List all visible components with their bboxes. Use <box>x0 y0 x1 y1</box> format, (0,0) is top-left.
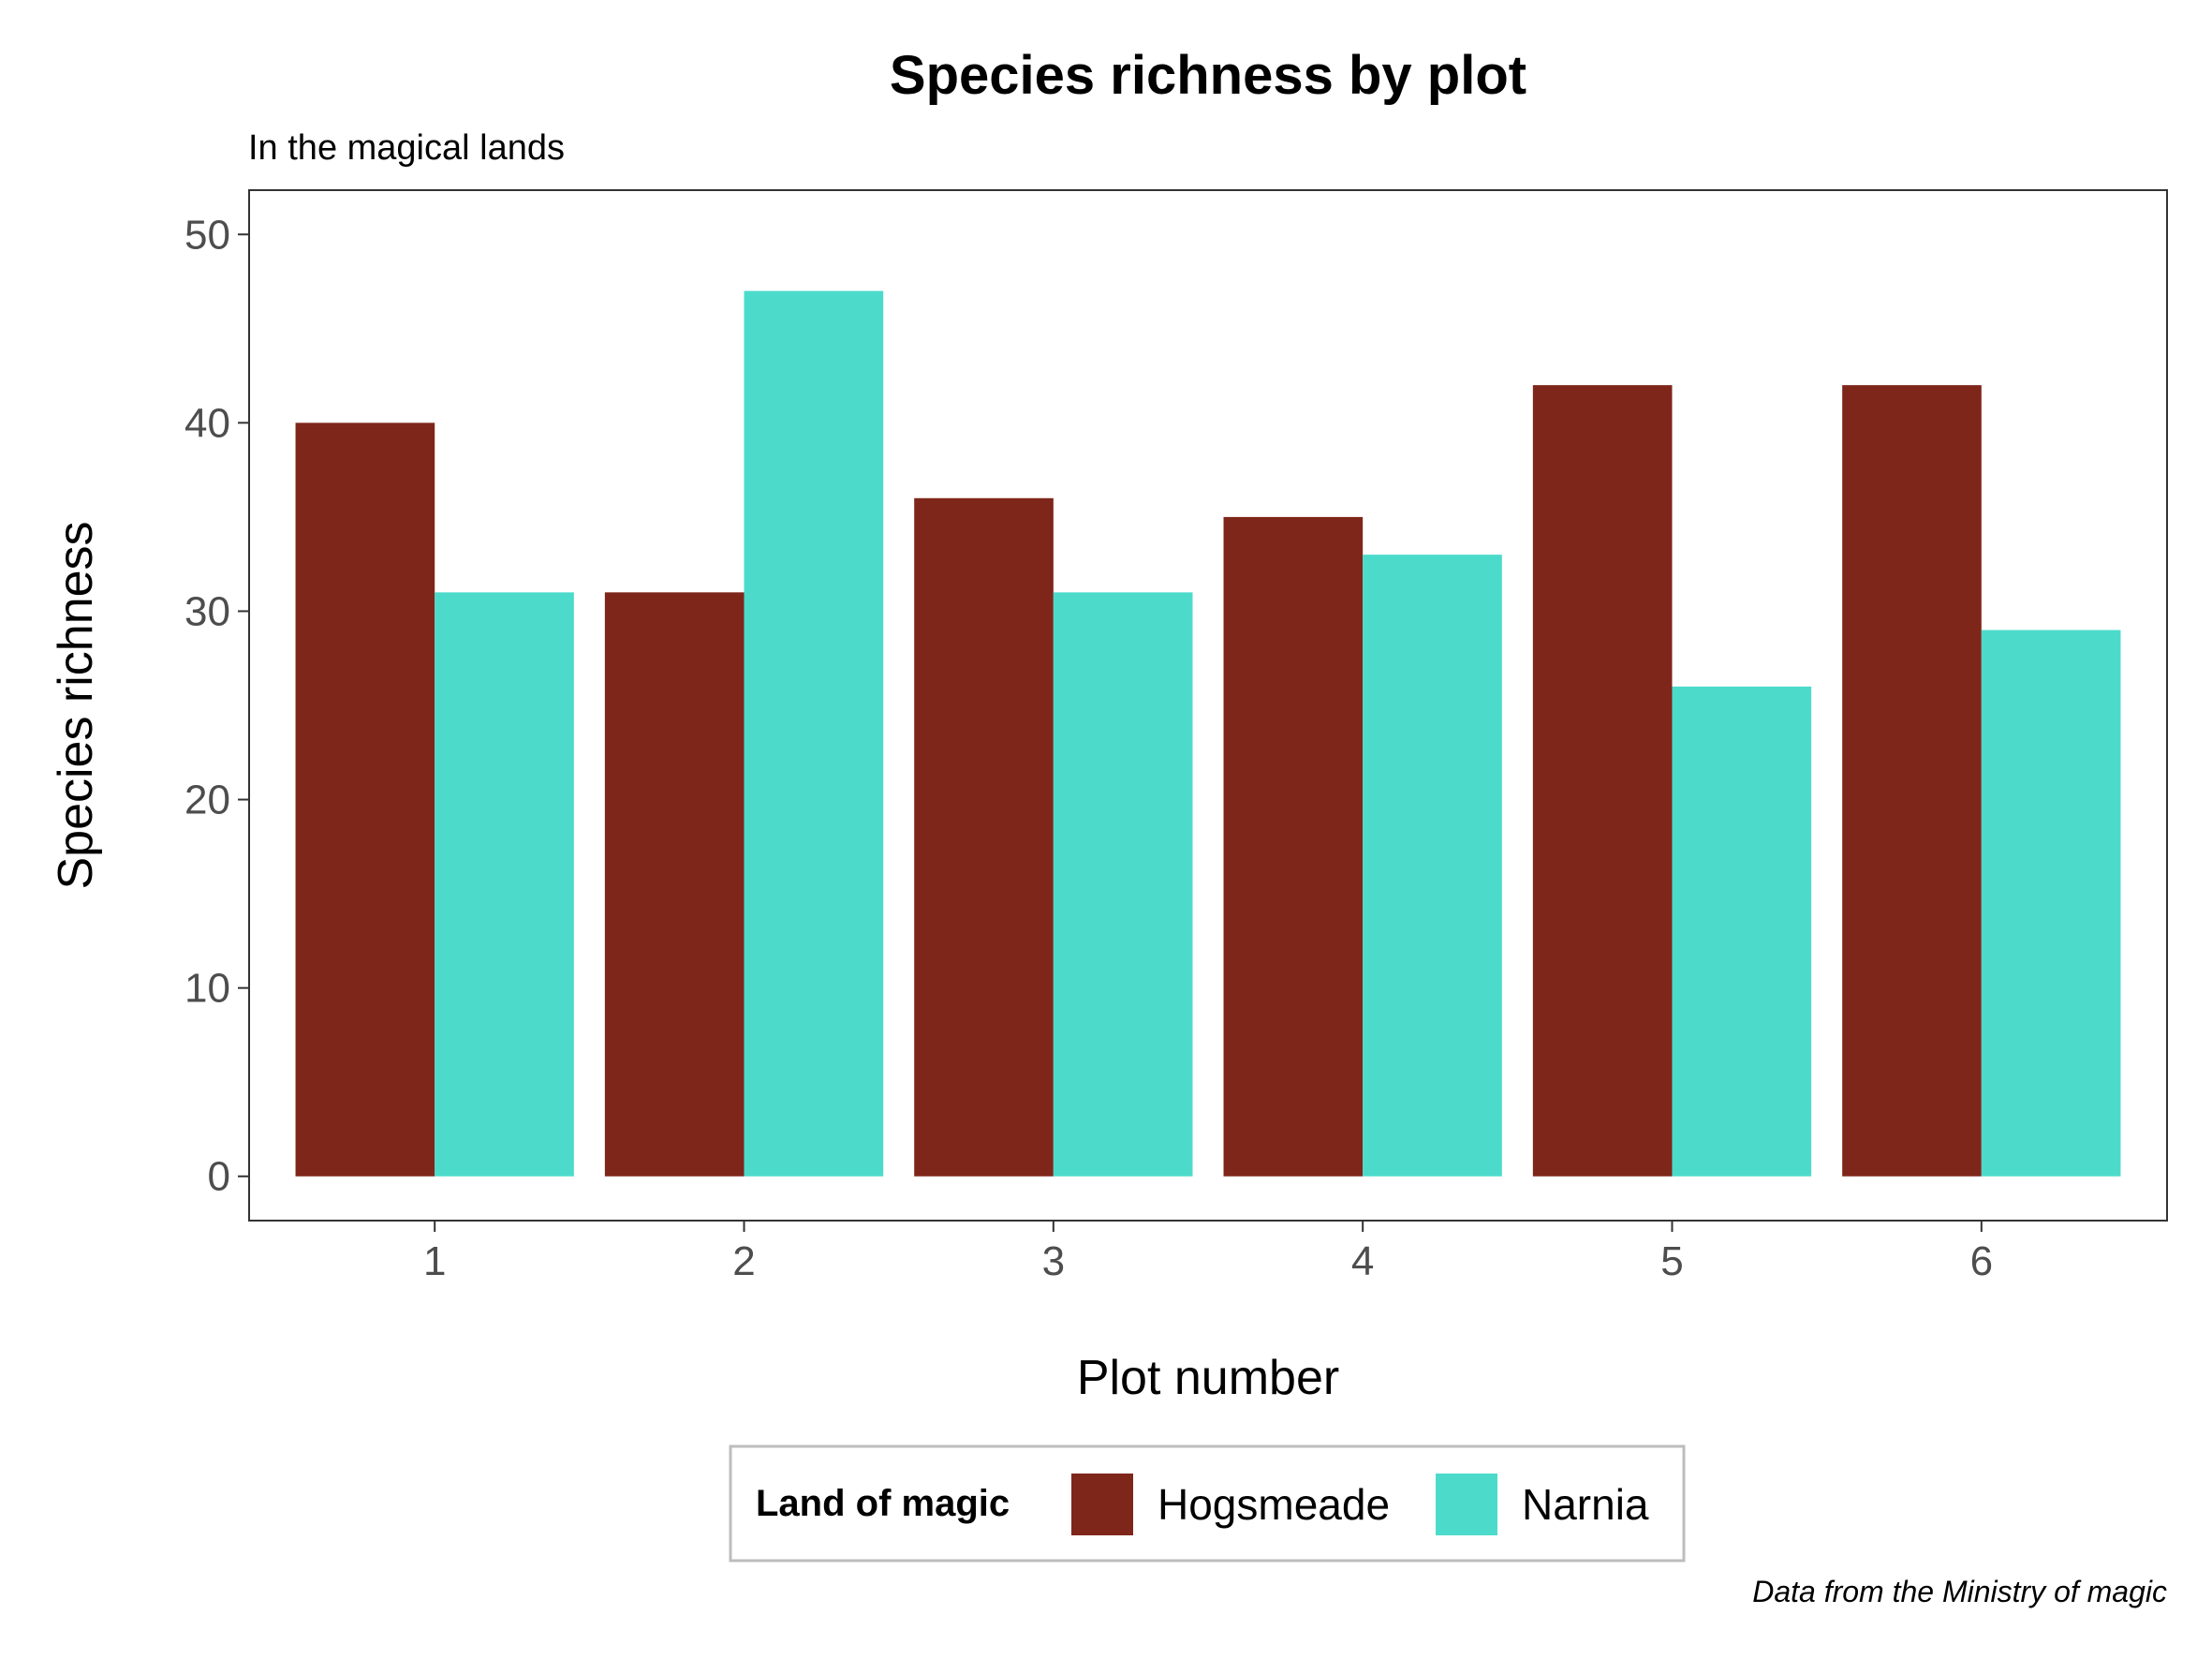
bar-narnia-plot-2 <box>744 290 884 1177</box>
chart-caption: Data from the Ministry of magic <box>1752 1575 2167 1608</box>
x-tick-label: 4 <box>1351 1238 1374 1284</box>
x-axis-title: Plot number <box>1077 1351 1339 1405</box>
y-tick-label: 50 <box>184 212 230 258</box>
legend-label-hogsmeade: Hogsmeade <box>1158 1480 1390 1529</box>
bar-narnia-plot-1 <box>435 592 574 1177</box>
y-tick-label: 30 <box>184 588 230 634</box>
legend-swatch-hogsmeade <box>1071 1474 1133 1535</box>
x-tick-label: 6 <box>1970 1238 1993 1284</box>
x-tick-label: 2 <box>732 1238 755 1284</box>
y-tick-label: 10 <box>184 966 230 1012</box>
bar-narnia-plot-6 <box>1981 630 2121 1177</box>
bar-hogsmeade-plot-5 <box>1532 385 1673 1177</box>
legend: Land of magic Hogsmeade Narnia <box>729 1444 1686 1563</box>
x-tick-label: 3 <box>1042 1238 1065 1284</box>
x-tick-label: 1 <box>423 1238 446 1284</box>
legend-box <box>729 1444 1686 1563</box>
y-axis-title: Species richness <box>49 521 103 889</box>
legend-label-narnia: Narnia <box>1522 1480 1649 1529</box>
bar-narnia-plot-4 <box>1363 555 1502 1177</box>
y-tick-label: 20 <box>184 778 230 823</box>
bar-narnia-plot-5 <box>1672 686 1812 1177</box>
bar-hogsmeade-plot-6 <box>1842 385 1982 1177</box>
bar-hogsmeade-plot-1 <box>295 422 435 1177</box>
bar-hogsmeade-plot-4 <box>1223 516 1364 1177</box>
chart-subtitle: In the magical lands <box>248 128 565 168</box>
chart-title: Species richness by plot <box>890 45 1526 106</box>
x-axis: 1 2 3 4 5 6 <box>423 1221 1993 1284</box>
legend-title: Land of magic <box>756 1483 1010 1524</box>
x-tick-label: 5 <box>1660 1238 1683 1284</box>
y-tick-label: 40 <box>184 400 230 446</box>
y-axis: 0 10 20 30 40 50 <box>184 212 249 1200</box>
legend-swatch-narnia <box>1436 1474 1497 1535</box>
bar-narnia-plot-3 <box>1053 592 1193 1177</box>
bar-hogsmeade-plot-3 <box>914 497 1054 1177</box>
y-tick-label: 0 <box>208 1154 230 1200</box>
bar-hogsmeade-plot-2 <box>604 592 745 1177</box>
bars-layer <box>295 290 2121 1177</box>
